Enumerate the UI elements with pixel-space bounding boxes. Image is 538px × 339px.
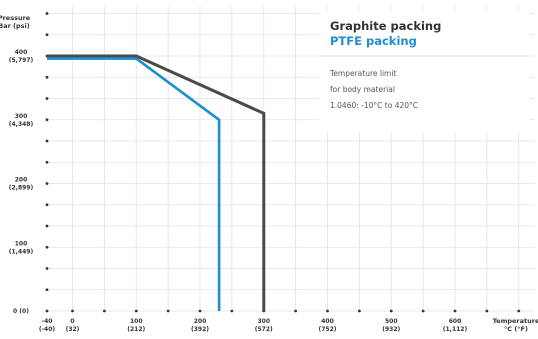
y-tick-label: 400: [15, 49, 28, 56]
x-axis-dot: [134, 309, 138, 313]
y-tick-label: 0 (0): [13, 308, 29, 315]
x-tick-label: -40: [42, 318, 53, 325]
y-axis-dot: [45, 182, 49, 185]
x-tick-sublabel: (-40): [39, 326, 56, 333]
y-axis-dot: [45, 245, 49, 249]
x-axis-dot: [357, 309, 361, 313]
y-axis-dot: [45, 288, 49, 292]
y-tick-label: 300: [15, 113, 28, 120]
y-axis-dot: [45, 267, 49, 270]
y-axis-dot: [45, 97, 49, 100]
y-axis-dot: [45, 203, 49, 207]
y-axis-dot: [45, 224, 49, 228]
series-line-graphite-packing: [47, 54, 266, 311]
x-axis-dot: [453, 309, 457, 313]
x-tick-label: 300: [257, 318, 270, 325]
y-tick-sublabel: (5,797): [9, 57, 34, 64]
legend-box: [319, 10, 529, 132]
y-tick-label: 200: [15, 177, 28, 184]
x-tick-label: 600: [449, 318, 462, 325]
note-line-3: 1.0460: -10°C to 420°C: [330, 101, 418, 110]
x-axis-title-line2: °C (°F): [504, 325, 528, 333]
x-axis-dot: [102, 309, 106, 313]
x-axis-dot: [485, 309, 489, 313]
y-axis-dot: [45, 33, 49, 37]
y-tick-sublabel: (4,348): [9, 121, 34, 128]
x-tick-label: 200: [194, 318, 207, 325]
y-axis-title-line1: Pressure: [0, 14, 31, 22]
x-axis-dot: [421, 309, 425, 313]
x-tick-sublabel: (212): [127, 326, 145, 333]
x-axis-title-line1: Temperature: [493, 317, 538, 325]
x-tick-sublabel: (32): [66, 326, 80, 333]
y-axis-dot: [45, 139, 49, 143]
x-tick-sublabel: (932): [382, 326, 400, 333]
tick-labels: -40(-40)0(32)100(212)200(392)300(572)400…: [9, 49, 468, 333]
x-tick-sublabel: (392): [191, 326, 209, 333]
series-line-ptfe-packing: [47, 57, 221, 311]
y-tick-sublabel: (2,899): [9, 185, 34, 192]
x-axis-dot: [389, 309, 393, 313]
x-tick-label: 500: [385, 318, 398, 325]
y-axis-title-line2: Bar (psi): [0, 22, 30, 30]
y-axis-dot: [45, 118, 49, 122]
x-tick-label: 100: [130, 318, 143, 325]
x-axis-dot: [230, 309, 234, 313]
x-tick-sublabel: (572): [255, 326, 273, 333]
x-axis-dot: [71, 309, 74, 313]
x-tick-sublabel: (752): [318, 326, 336, 333]
x-axis-dot: [166, 309, 170, 313]
y-axis-dot: [45, 309, 49, 313]
y-axis-dot: [45, 160, 49, 164]
note-line-1: Temperature limit: [329, 69, 396, 78]
legend-graphite-label: Graphite packing: [330, 19, 441, 33]
y-tick-sublabel: (1,449): [9, 248, 34, 255]
x-axis-dot: [326, 309, 329, 313]
x-axis-dot: [294, 309, 298, 313]
x-axis-dot: [517, 309, 521, 313]
x-tick-label: 400: [321, 318, 334, 325]
series-lines: [47, 54, 266, 311]
legend-ptfe-label: PTFE packing: [330, 34, 417, 48]
x-axis-dot: [198, 309, 202, 313]
x-tick-label: 0: [70, 318, 74, 325]
y-tick-label: 100: [15, 240, 28, 247]
grid-dots: [45, 12, 521, 313]
y-axis-dot: [45, 12, 49, 15]
x-tick-sublabel: (1,112): [443, 326, 468, 333]
note-line-2: for body material: [330, 85, 395, 94]
y-axis-dot: [45, 75, 49, 79]
